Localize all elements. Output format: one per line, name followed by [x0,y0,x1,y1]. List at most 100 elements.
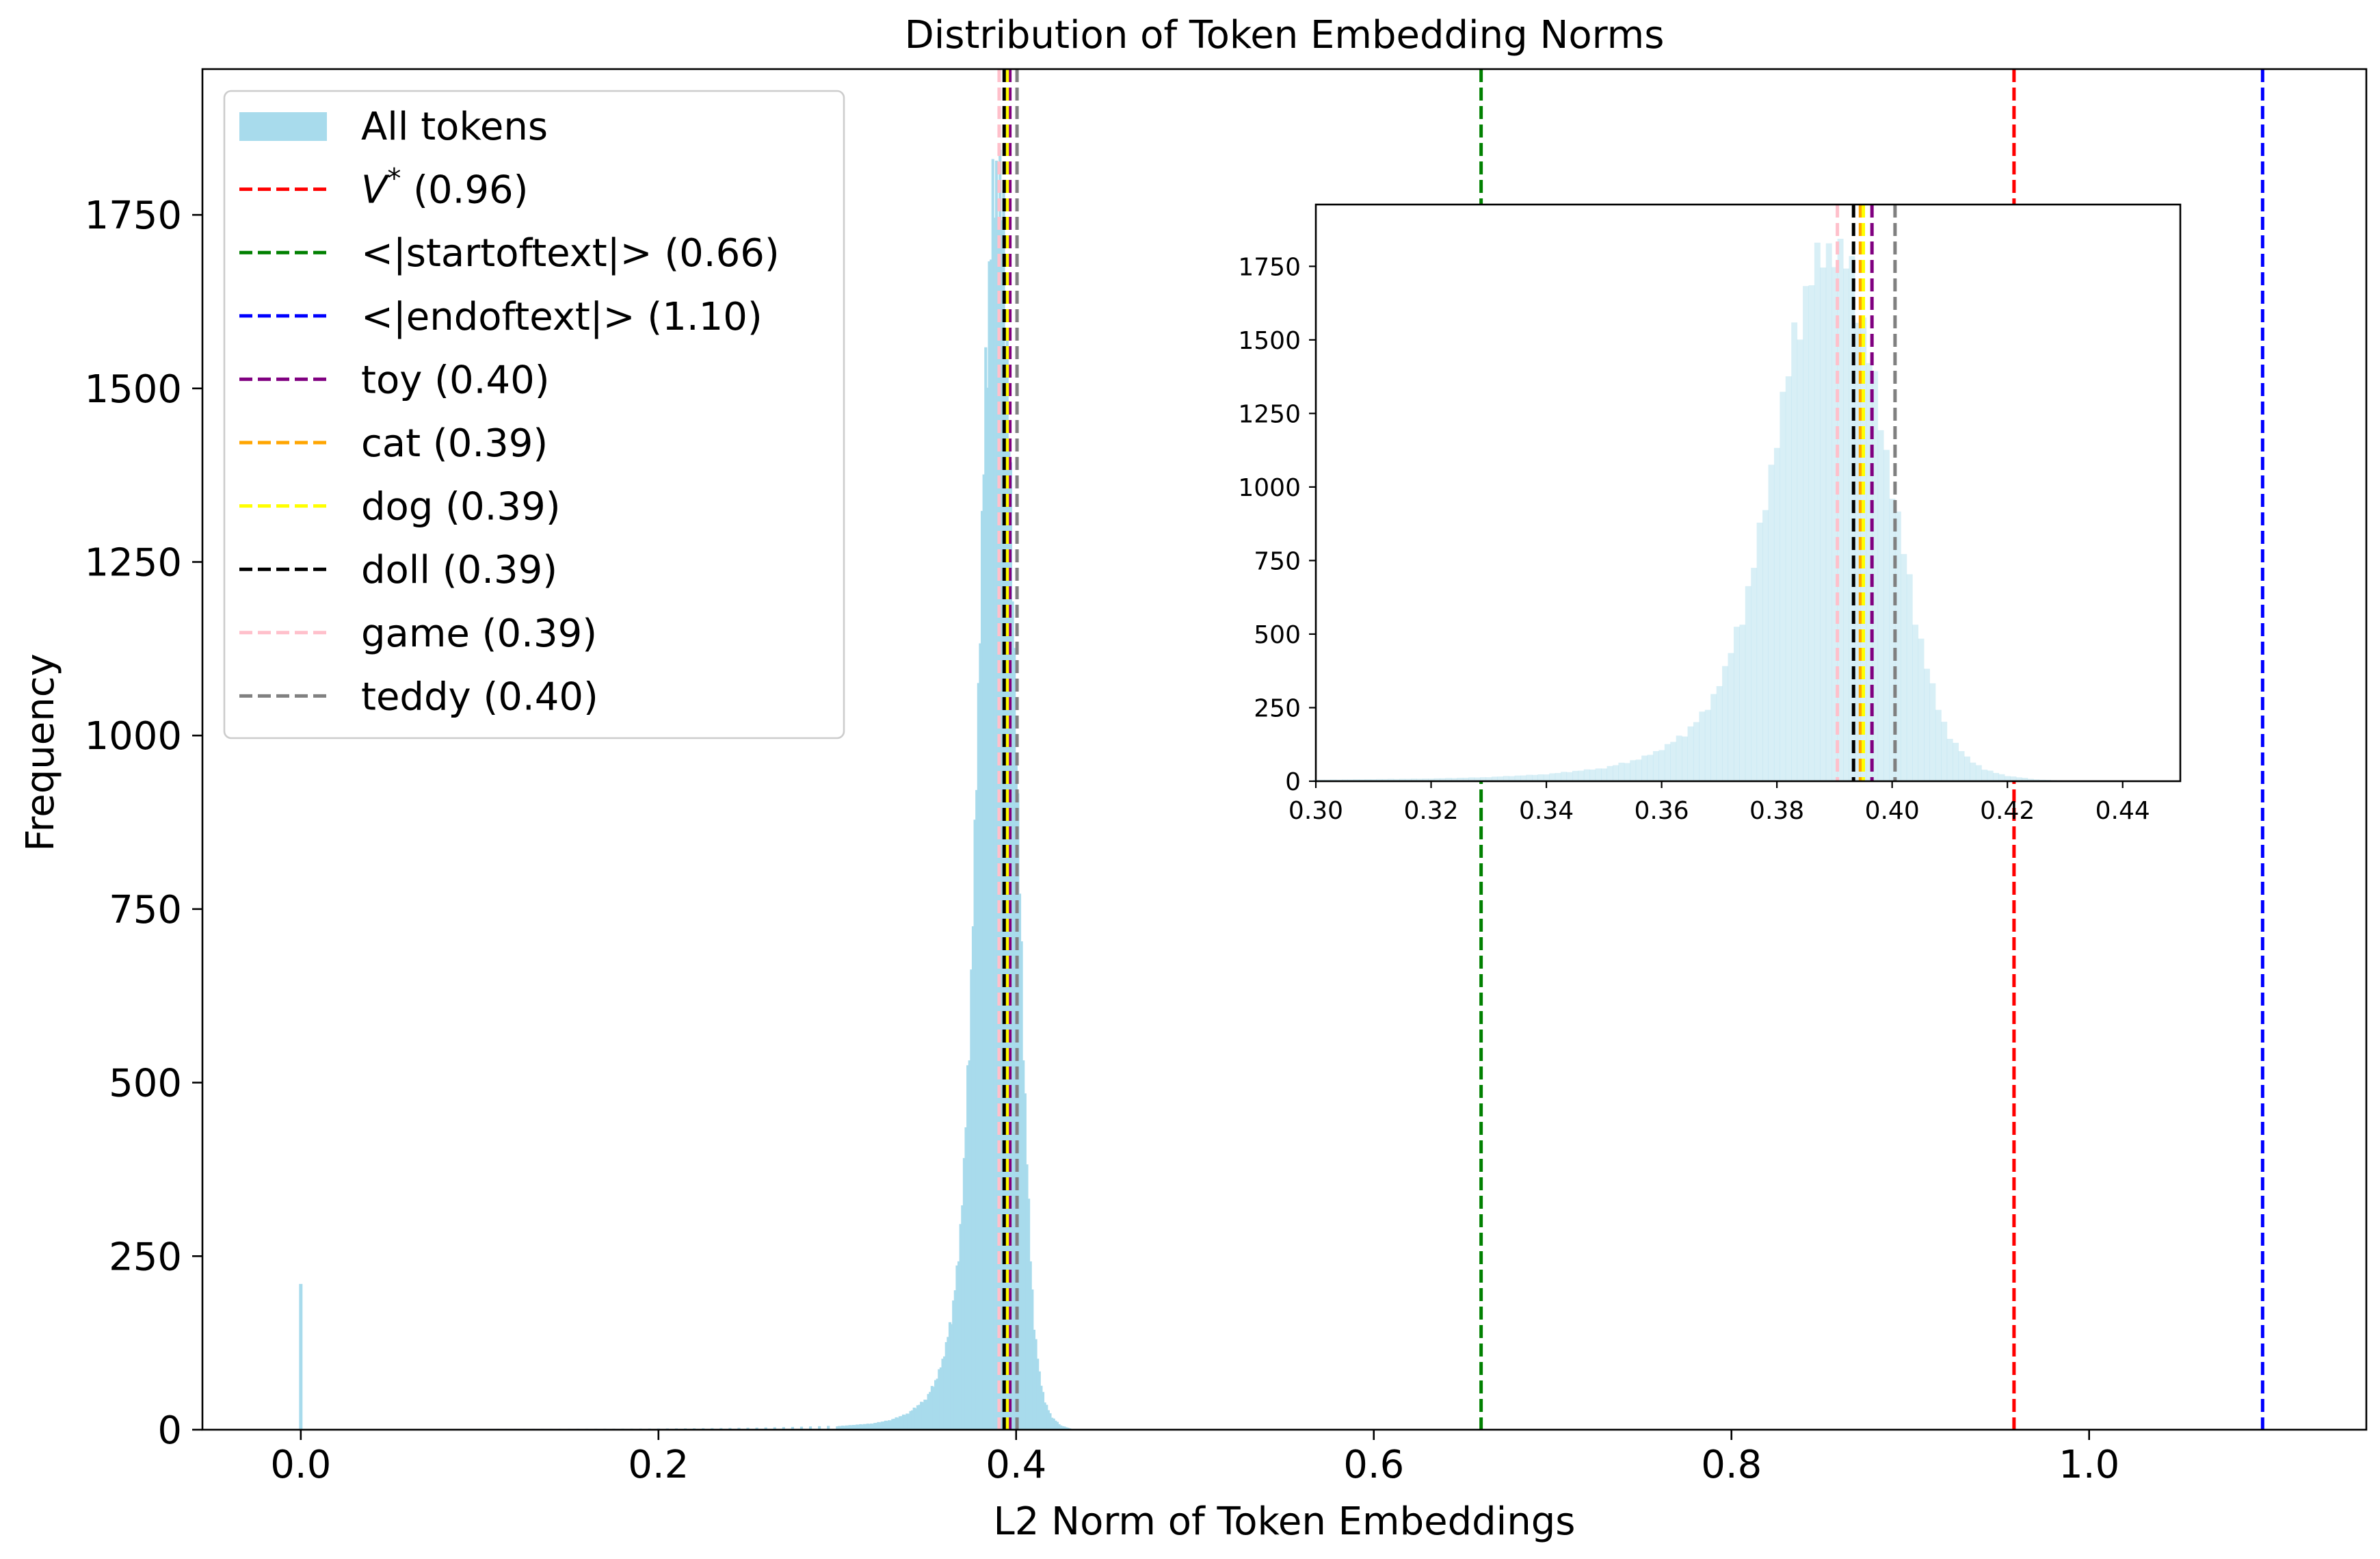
histogram-bar [982,474,986,1430]
histogram-bar [1007,443,1011,1430]
histogram-bar [938,1369,941,1430]
inset-histogram-bar [1428,778,1435,781]
histogram-bar [934,1380,938,1430]
histogram-bar [907,1413,910,1430]
inset-histogram-bar [1912,625,1919,781]
histogram-bar [996,216,1000,1430]
x-tick-label: 0.2 [628,1443,689,1487]
inset-histogram-bar [1630,760,1637,781]
inset-histogram-bar [1411,778,1417,781]
inset-x-tick-label: 0.36 [1635,797,1689,825]
histogram-bar [1046,1410,1050,1430]
inset-histogram-bar [1785,376,1792,781]
inset-histogram-bar [1457,777,1464,781]
inset-histogram-bar [1433,778,1440,781]
inset-histogram-bar [1901,553,1907,781]
inset-histogram-bar [1716,685,1723,781]
histogram-bar [875,1422,878,1430]
histogram-bar [980,510,984,1430]
histogram-bar [1055,1422,1059,1430]
inset-histogram-bar [1722,666,1729,781]
inset-histogram-bar [1825,243,1832,781]
inset-background [1316,205,2180,781]
inset-histogram-bar [2010,776,2017,781]
histogram-bar [957,1261,961,1430]
inset-histogram-bar [1647,755,1654,781]
histogram-bar [866,1424,869,1430]
inset-y-tick-label: 1500 [1238,327,1301,355]
inset-histogram-bar [1347,779,1354,781]
histogram-bar [991,159,994,1430]
histogram-bar [1031,1289,1034,1430]
histogram-bar [932,1387,936,1430]
inset-histogram-bar [1503,776,1509,781]
histogram-bar [1041,1391,1045,1430]
y-tick-label: 1500 [84,367,182,412]
inset-histogram-bar [1756,523,1763,781]
histogram-bar [864,1424,868,1430]
histogram-bar [900,1416,903,1430]
inset-histogram-bar [1422,778,1429,781]
histogram-bar [892,1418,897,1430]
legend-label: <|endoftext|> (1.10) [361,295,763,339]
main-axes-frame [201,68,2368,1431]
inset-histogram-bar [1514,775,1521,781]
histogram-bar [1059,1425,1063,1430]
inset-histogram-bar [1462,777,1469,781]
y-tick-label: 1000 [84,714,182,759]
inset-histogram-bar [1618,762,1625,781]
histogram-bar [1029,1261,1032,1430]
inset-histogram-bar [1739,625,1746,781]
inset-histogram-bar [1376,778,1383,781]
histogram-bar [1037,1371,1041,1430]
histogram-bar [871,1424,875,1430]
histogram-bar [1043,1402,1046,1430]
histogram-bar [909,1411,912,1430]
inset-histogram-bar [2022,778,2028,781]
inset-histogram-bar [1652,751,1659,781]
histogram-bar [936,1378,939,1430]
inset-histogram-bar [1906,574,1913,781]
inset-x-tick-label: 0.42 [1980,797,2035,825]
inset-histogram-bar [1532,774,1538,781]
histogram-bar [1011,601,1014,1430]
histogram-bar [1023,1093,1027,1430]
legend-label: cat (0.39) [361,421,548,466]
histogram-bar [1063,1426,1066,1430]
histogram-bar [888,1420,891,1430]
histogram-bar [1034,1339,1037,1430]
histogram-bar [943,1356,947,1430]
histogram-bar [1032,1329,1036,1430]
inset-histogram-bar [1549,773,1556,781]
inset-y-tick-label: 250 [1254,694,1301,722]
histogram-bar [1022,1060,1025,1430]
inset-histogram-bar [1894,511,1901,781]
histogram-bar [970,969,973,1430]
histogram-bar [878,1422,882,1430]
inset-histogram-bar [1468,777,1475,781]
inset-plot: 0.30 0.32 0.34 0.36 0.38 0.40 0.42 0.44 0 250 500 7… [1238,203,2182,825]
histogram-bar [1000,220,1003,1430]
histogram-bar [854,1425,857,1430]
y-tick-label: 500 [109,1062,182,1106]
histogram-bar [886,1421,889,1430]
inset-histogram-bar [1399,778,1406,781]
inset-histogram-bar [1670,742,1677,781]
inset-histogram-bar [1958,751,1965,781]
histogram-bar [1064,1427,1068,1430]
histogram-bar [882,1422,886,1430]
histogram-bar [891,1419,895,1430]
inset-histogram-bar [1492,776,1498,781]
inset-x-tick-label: 0.38 [1749,797,1804,825]
histogram-bar [948,1322,952,1430]
inset-histogram-bar [1509,776,1516,781]
histogram-bar [953,1290,957,1430]
legend-box [223,90,845,739]
inset-y-tick-label: 750 [1254,547,1301,575]
histogram-bar [897,1417,900,1430]
inset-histogram-bar [1981,770,1988,781]
inset-y-tick-label: 0 [1285,768,1301,796]
inset-histogram-bar [1341,779,1348,781]
histogram-bar [927,1393,930,1430]
inset-histogram-bar [1797,339,1803,781]
